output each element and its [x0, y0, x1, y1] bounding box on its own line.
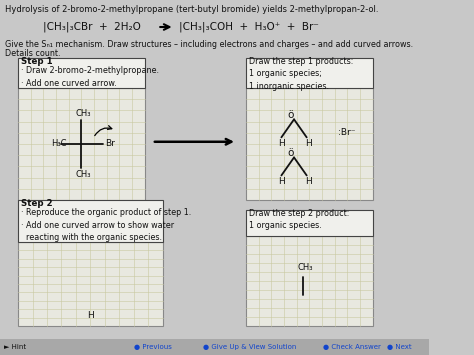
Text: |CH₃|₃CBr  +  2H₂O: |CH₃|₃CBr + 2H₂O	[44, 22, 141, 33]
Text: CH₃: CH₃	[298, 263, 313, 273]
Bar	[246, 210, 373, 236]
Bar	[18, 200, 163, 242]
Text: H: H	[278, 178, 284, 186]
Bar	[18, 242, 163, 326]
Text: Step 2: Step 2	[21, 199, 53, 208]
Text: :Br⁻: :Br⁻	[338, 128, 356, 137]
Text: Hydrolysis of 2-bromo-2-methylpropane (tert-butyl bromide) yields 2-methylpropan: Hydrolysis of 2-bromo-2-methylpropane (t…	[5, 5, 379, 14]
Text: Draw the step 2 product:
1 organic species.: Draw the step 2 product: 1 organic speci…	[249, 209, 349, 230]
Text: CH₃: CH₃	[76, 170, 91, 179]
Text: CH₃: CH₃	[76, 109, 91, 118]
Text: Give the Sₙ₁ mechanism. Draw structures – including electrons and charges – and : Give the Sₙ₁ mechanism. Draw structures …	[5, 40, 413, 49]
Text: Details count.: Details count.	[5, 49, 61, 58]
Text: · Reproduce the organic product of step 1.
· Add one curved arrow to show water
: · Reproduce the organic product of step …	[21, 208, 191, 242]
Text: Draw the step 1 products:
1 organic species;
1 inorganic species.: Draw the step 1 products: 1 organic spec…	[249, 57, 353, 91]
Bar	[18, 58, 145, 88]
Text: ö: ö	[287, 148, 293, 158]
Text: ● Next: ● Next	[387, 344, 411, 350]
FancyArrowPatch shape	[95, 126, 112, 136]
Text: H: H	[305, 178, 311, 186]
Text: H: H	[87, 311, 94, 321]
Text: ● Previous: ● Previous	[134, 344, 172, 350]
Bar	[0, 339, 428, 355]
Text: H₃C: H₃C	[51, 140, 66, 148]
Text: |CH₃|₃COH  +  H₃O⁺  +  Br⁻: |CH₃|₃COH + H₃O⁺ + Br⁻	[179, 22, 319, 33]
Text: ● Give Up & View Solution: ● Give Up & View Solution	[203, 344, 297, 350]
Bar	[246, 236, 373, 326]
Text: ► Hint: ► Hint	[4, 344, 26, 350]
Bar	[246, 58, 373, 88]
Text: ● Check Answer: ● Check Answer	[323, 344, 381, 350]
Text: H: H	[278, 140, 284, 148]
Text: · Draw 2-bromo-2-methylpropane.
· Add one curved arrow.: · Draw 2-bromo-2-methylpropane. · Add on…	[21, 66, 159, 87]
Text: Br: Br	[105, 140, 115, 148]
Text: Step 1: Step 1	[21, 57, 53, 66]
Bar	[246, 88, 373, 200]
Bar	[18, 88, 145, 200]
Text: ö: ö	[287, 110, 293, 120]
Text: H: H	[305, 140, 311, 148]
